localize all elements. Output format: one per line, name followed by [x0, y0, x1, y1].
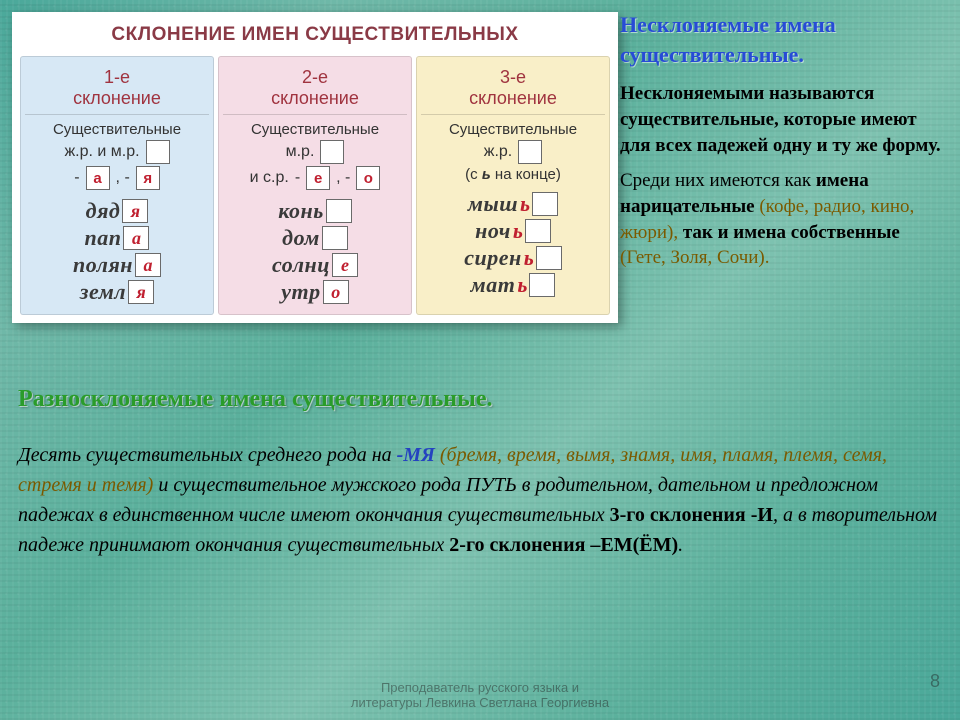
body-t5: .: [678, 534, 683, 556]
right-panel: Несклоняемые имена существительные. Неск…: [620, 10, 950, 271]
endings-row: -а , -я: [25, 166, 209, 190]
right-p2a: Среди них имеются как: [620, 170, 816, 191]
example-word: мышь: [421, 191, 605, 217]
endings-row: и с.р. -е , -о: [223, 166, 407, 190]
example-word: утро: [223, 279, 407, 305]
declension-grid: 1-есклонение Существительные ж.р. и м.р.-а…: [20, 56, 610, 315]
right-title: Несклоняемые имена существительные.: [620, 10, 950, 69]
body-paragraph: Десять существительных среднего рода на …: [18, 440, 942, 560]
right-paragraph-2: Среди них имеются как имена нарицательны…: [620, 168, 950, 271]
column-header: 3-есклонение: [421, 63, 605, 115]
example-word: дядя: [25, 198, 209, 224]
example-word: дом: [223, 225, 407, 251]
example-word: конь: [223, 198, 407, 224]
examples: мышьночьсиреньмать: [421, 191, 605, 298]
example-word: папа: [25, 225, 209, 251]
footer-line1: Преподаватель русского языка и: [0, 680, 960, 695]
right-paragraph-1: Несклоняемыми называются существительные…: [620, 81, 950, 158]
table-title: СКЛОНЕНИЕ ИМЕН СУЩЕСТВИТЕЛЬНЫХ: [20, 18, 610, 56]
right-p1-text: Несклоняемыми называются существительные…: [620, 83, 941, 155]
example-word: ночь: [421, 218, 605, 244]
example-word: солнце: [223, 252, 407, 278]
slide: СКЛОНЕНИЕ ИМЕН СУЩЕСТВИТЕЛЬНЫХ 1-есклоне…: [0, 0, 960, 720]
body-b1: 3-го склонения -И: [610, 504, 773, 526]
right-p2d: так и имена собственные: [683, 222, 900, 243]
column-header: 2-есклонение: [223, 63, 407, 115]
declension-column-1: 1-есклонение Существительные ж.р. и м.р.-а…: [20, 56, 214, 315]
example-word: поляна: [25, 252, 209, 278]
gender-row: ж.р. и м.р.: [25, 140, 209, 164]
footer: Преподаватель русского языка и литератур…: [0, 680, 960, 710]
declension-column-2: 2-есклонение Существительные м.р.и с.р. -е…: [218, 56, 412, 315]
footer-line2: литературы Левкина Светлана Георгиевна: [0, 695, 960, 710]
example-word: мать: [421, 272, 605, 298]
column-header: 1-есклонение: [25, 63, 209, 115]
column-subtitle: Существительные: [223, 121, 407, 138]
body-mya: -МЯ: [397, 444, 435, 466]
example-word: земля: [25, 279, 209, 305]
gender-row: м.р.: [223, 140, 407, 164]
right-p2e: (Гете, Золя, Сочи).: [620, 247, 770, 268]
column-subtitle: Существительные: [421, 121, 605, 138]
body-b2: 2-го склонения –ЕМ(ЁМ): [449, 534, 678, 556]
example-word: сирень: [421, 245, 605, 271]
gender-row: ж.р.: [421, 140, 605, 164]
heading-raznosk: Разносклоняемые имена существительные.: [18, 386, 493, 413]
examples: коньдомсолнцеутро: [223, 198, 407, 305]
note-row: (с ь на конце): [421, 166, 605, 183]
body-t2: среднего рода на: [248, 444, 397, 466]
body-t1: Десять существительных: [18, 444, 248, 466]
column-subtitle: Существительные: [25, 121, 209, 138]
examples: дядяпапаполяназемля: [25, 198, 209, 305]
declension-column-3: 3-есклонение Существительные ж.р. (с ь на к…: [416, 56, 610, 315]
declension-table: СКЛОНЕНИЕ ИМЕН СУЩЕСТВИТЕЛЬНЫХ 1-есклоне…: [12, 12, 618, 323]
